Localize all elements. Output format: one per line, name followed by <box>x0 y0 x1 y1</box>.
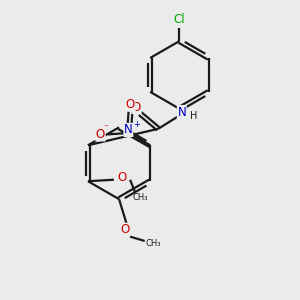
Text: +: + <box>133 120 140 129</box>
Text: N: N <box>177 106 186 118</box>
Text: CH₃: CH₃ <box>145 239 161 248</box>
Text: ⁻: ⁻ <box>104 123 109 133</box>
Text: O: O <box>96 128 105 141</box>
Text: CH₃: CH₃ <box>133 194 148 202</box>
Text: O: O <box>126 98 135 111</box>
Text: Cl: Cl <box>174 13 185 26</box>
Text: O: O <box>118 171 127 184</box>
Text: O: O <box>120 223 130 236</box>
Text: N: N <box>124 124 133 136</box>
Text: H: H <box>190 110 197 121</box>
Text: O: O <box>132 100 141 113</box>
